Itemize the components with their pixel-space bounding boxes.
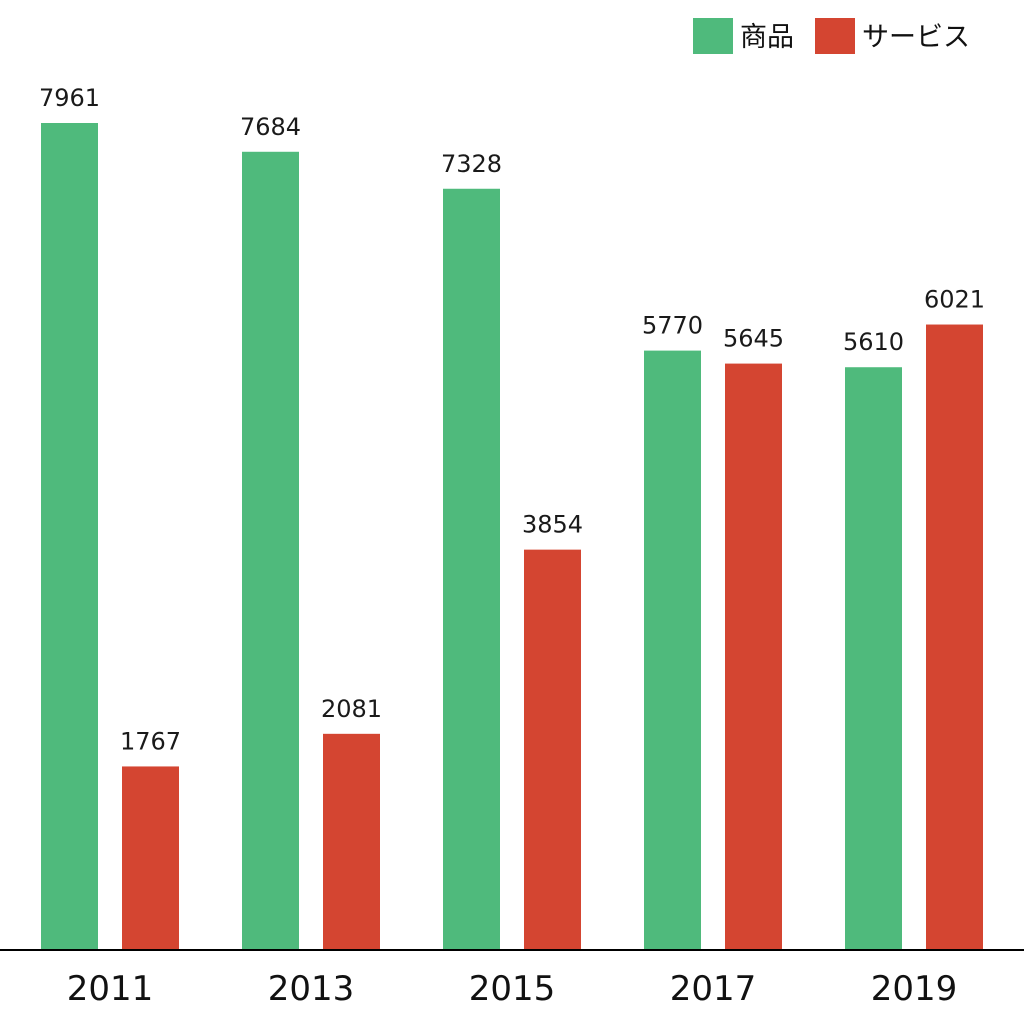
bar-2019-0 — [845, 367, 902, 950]
x-tick-label-2013: 2013 — [268, 969, 355, 1009]
x-tick-label-2017: 2017 — [670, 969, 757, 1009]
data-label-2019-0: 5610 — [843, 328, 904, 356]
bar-2015-1 — [524, 549, 581, 950]
legend-label-0: 商品 — [740, 22, 794, 53]
bar-2013-1 — [323, 733, 380, 950]
bar-2011-0 — [41, 123, 98, 950]
bars-group — [41, 123, 983, 951]
bar-2011-1 — [122, 766, 179, 950]
bar-2017-1 — [725, 363, 782, 951]
legend: 商品 サービス — [693, 18, 970, 54]
data-label-2019-1: 6021 — [924, 286, 985, 314]
data-label-2015-0: 7328 — [441, 150, 502, 178]
data-label-2013-1: 2081 — [321, 695, 382, 723]
legend-label-1: サービス — [862, 22, 970, 53]
data-label-2017-0: 5770 — [642, 312, 703, 340]
bar-2013-0 — [242, 151, 299, 950]
data-label-2017-1: 5645 — [723, 325, 784, 353]
x-tick-label-2019: 2019 — [871, 969, 958, 1009]
legend-swatch-1 — [815, 18, 855, 54]
legend-swatch-0 — [693, 18, 733, 54]
data-labels-group: 7961 1767 7684 2081 7328 3854 5770 5645 5610 6021 — [39, 84, 985, 755]
bar-2015-0 — [443, 188, 500, 950]
data-label-2015-1: 3854 — [522, 511, 583, 539]
x-tick-label-2015: 2015 — [469, 969, 556, 1009]
data-label-2011-0: 7961 — [39, 84, 100, 112]
data-label-2011-1: 1767 — [120, 727, 181, 755]
data-label-2013-0: 7684 — [240, 113, 301, 141]
bar-2017-0 — [644, 350, 701, 950]
x-tick-label-2011: 2011 — [67, 969, 154, 1009]
bar-2019-1 — [926, 324, 983, 950]
x-tick-labels: 2011 2013 2015 2017 2019 — [67, 969, 958, 1009]
